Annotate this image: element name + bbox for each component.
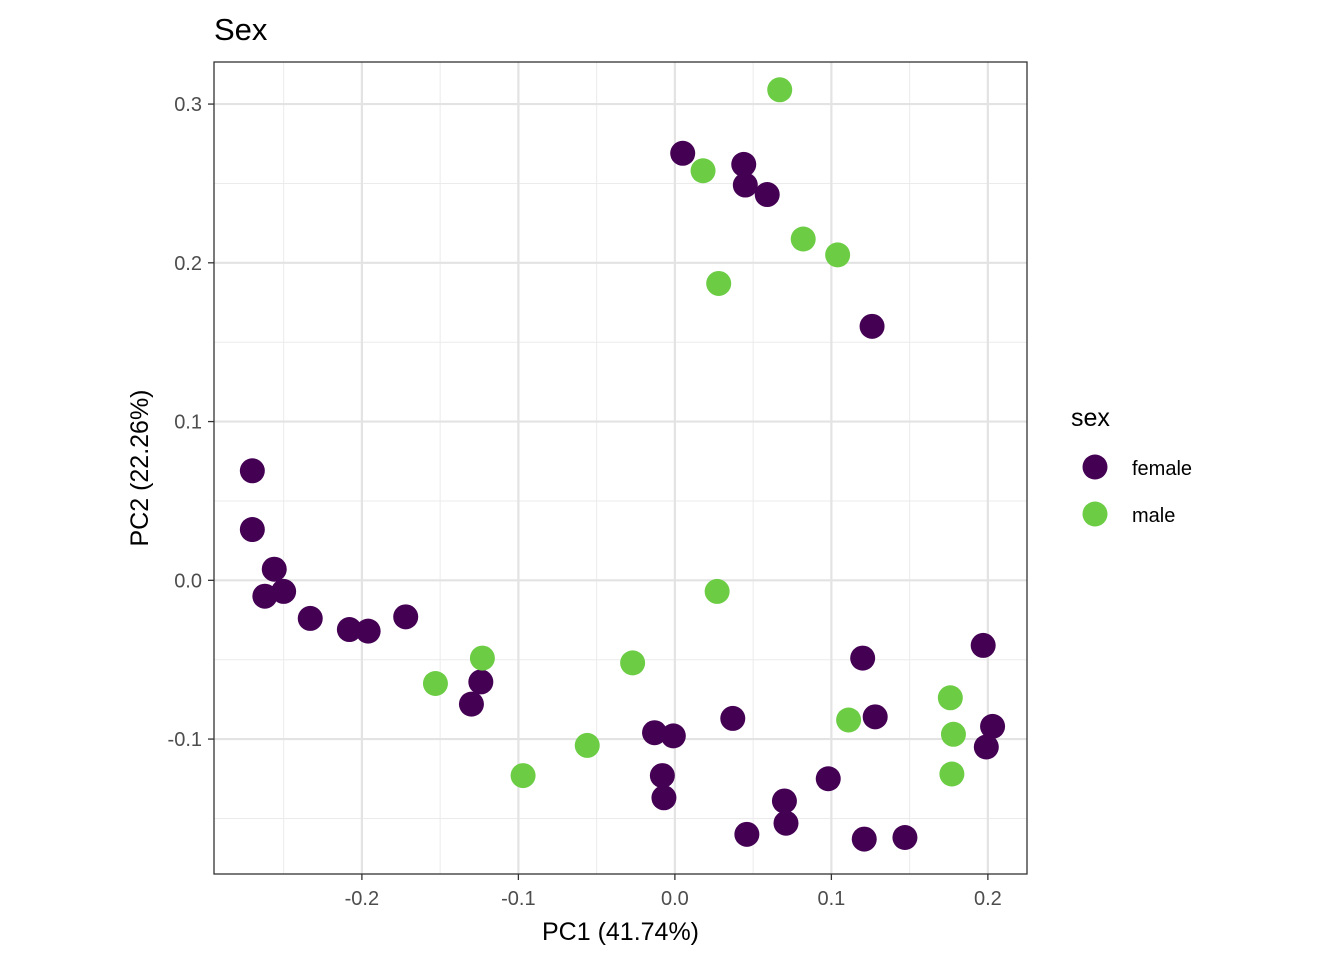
data-point-female <box>458 691 484 717</box>
data-point-male <box>510 763 536 789</box>
data-point-female <box>980 713 1006 739</box>
data-point-female <box>970 632 996 658</box>
x-tick-label: 0.0 <box>661 888 689 910</box>
data-point-female <box>261 556 287 582</box>
legend-title: sex <box>1071 404 1110 432</box>
data-point-female <box>734 821 760 847</box>
data-point-female <box>773 810 799 836</box>
y-tick-label: 0.2 <box>174 253 202 275</box>
y-tick-label: 0.3 <box>174 94 202 116</box>
legend-label-male: male <box>1132 505 1175 527</box>
data-point-male <box>790 226 816 252</box>
data-point-male <box>767 77 793 103</box>
data-point-female <box>239 517 265 543</box>
data-point-female <box>815 766 841 792</box>
y-axis-label: PC2 (22.26%) <box>126 389 154 546</box>
chart-title: Sex <box>214 12 268 47</box>
data-point-female <box>670 140 696 166</box>
data-point-female <box>754 182 780 208</box>
data-point-male <box>422 671 448 697</box>
data-points <box>239 77 1006 852</box>
plot-border <box>213 61 1028 875</box>
data-point-male <box>620 650 646 676</box>
legend-key-female <box>1082 454 1108 480</box>
y-tick-label: 0.0 <box>174 570 202 592</box>
data-point-female <box>720 705 746 731</box>
data-point-female <box>850 645 876 671</box>
data-point-female <box>859 313 885 339</box>
data-point-female <box>862 704 888 730</box>
data-point-female <box>892 824 918 850</box>
data-point-male <box>836 707 862 733</box>
data-point-female <box>731 151 757 177</box>
data-point-female <box>468 669 494 695</box>
data-point-female <box>355 618 381 644</box>
x-tick-label: -0.2 <box>345 888 379 910</box>
data-point-female <box>649 763 675 789</box>
data-point-male <box>825 242 851 268</box>
data-point-female <box>336 617 362 643</box>
legend-key-male <box>1082 501 1108 527</box>
axes: -0.2 -0.1 0.0 0.1 0.2 -0.1 0.0 0.1 0.2 0.3 <box>168 94 1002 910</box>
data-point-male <box>469 645 495 671</box>
y-tick-label: 0.1 <box>174 412 202 434</box>
data-point-male <box>574 732 600 758</box>
x-tick-label: 0.2 <box>974 888 1002 910</box>
data-point-female <box>239 458 265 484</box>
data-point-female <box>660 723 686 749</box>
data-point-male <box>706 270 732 296</box>
data-point-male <box>704 578 730 604</box>
data-point-female <box>973 734 999 760</box>
x-tick-label: -0.1 <box>501 888 535 910</box>
data-point-female <box>642 720 668 746</box>
data-point-male <box>939 761 965 787</box>
legend-label-female: female <box>1132 458 1192 480</box>
data-point-female <box>851 826 877 852</box>
data-point-female <box>297 605 323 631</box>
data-point-female <box>732 172 758 198</box>
data-point-male <box>940 721 966 747</box>
data-point-female <box>771 788 797 814</box>
x-tick-label: 0.1 <box>817 888 845 910</box>
data-point-female <box>651 785 677 811</box>
data-point-female <box>393 604 419 630</box>
grid-lines <box>214 62 1027 874</box>
legend-items: female male <box>1082 454 1192 527</box>
data-point-female <box>271 578 297 604</box>
x-axis-label: PC1 (41.74%) <box>542 918 699 946</box>
y-tick-label: -0.1 <box>168 729 202 751</box>
data-point-female <box>252 583 278 609</box>
legend: sex female male <box>1071 404 1192 527</box>
data-point-male <box>937 685 963 711</box>
data-point-male <box>690 158 716 184</box>
